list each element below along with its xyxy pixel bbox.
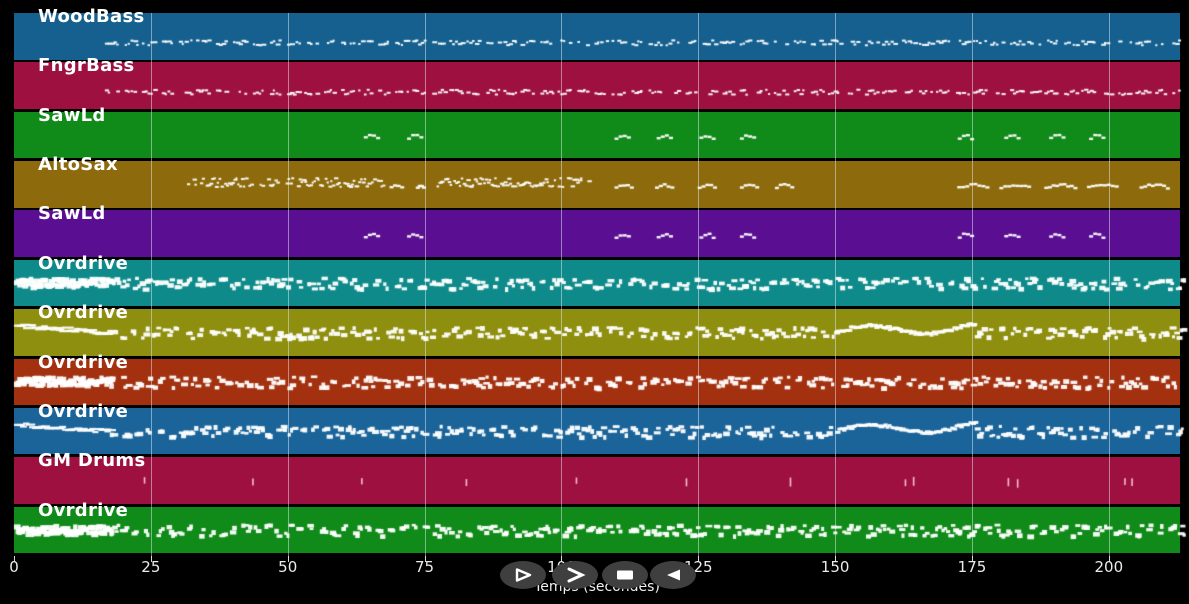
play-icon: [515, 568, 532, 582]
fast-forward-button[interactable]: [552, 561, 598, 589]
fast-forward-icon: [567, 567, 586, 583]
stop-icon: [617, 570, 633, 580]
track-label: Ovrdrive: [38, 351, 129, 373]
track-label: FngrBass: [38, 55, 135, 77]
track-label: GM Drums: [38, 450, 146, 472]
track-label: Ovrdrive: [38, 499, 129, 521]
stop-button[interactable]: [602, 561, 648, 589]
track-label: Ovrdrive: [38, 400, 129, 422]
track-label: Ovrdrive: [38, 302, 129, 324]
track-label: AltoSax: [38, 154, 118, 176]
track-label: Ovrdrive: [38, 252, 129, 274]
rewind-button[interactable]: [650, 561, 696, 589]
track-label: SawLd: [38, 104, 106, 126]
play-button[interactable]: [500, 561, 546, 589]
track-label: WoodBass: [38, 6, 145, 27]
track-label: SawLd: [38, 203, 106, 225]
rewind-icon: [667, 569, 680, 581]
